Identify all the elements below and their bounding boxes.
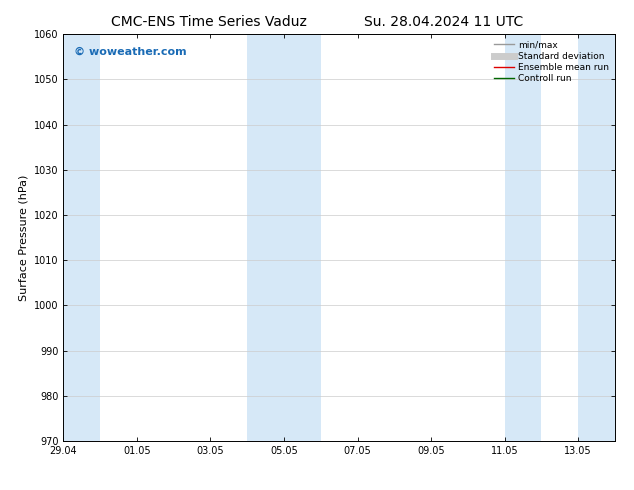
Bar (247, 34, 321, 441)
Y-axis label: Surface Pressure (hPa): Surface Pressure (hPa) (18, 174, 29, 301)
Text: © woweather.com: © woweather.com (74, 47, 187, 56)
Legend: min/max, Standard deviation, Ensemble mean run, Controll run: min/max, Standard deviation, Ensemble me… (493, 39, 611, 85)
Text: Su. 28.04.2024 11 UTC: Su. 28.04.2024 11 UTC (364, 15, 524, 29)
Bar (505, 34, 541, 441)
Text: CMC-ENS Time Series Vaduz: CMC-ENS Time Series Vaduz (112, 15, 307, 29)
Bar (63, 34, 100, 441)
Bar (578, 34, 615, 441)
